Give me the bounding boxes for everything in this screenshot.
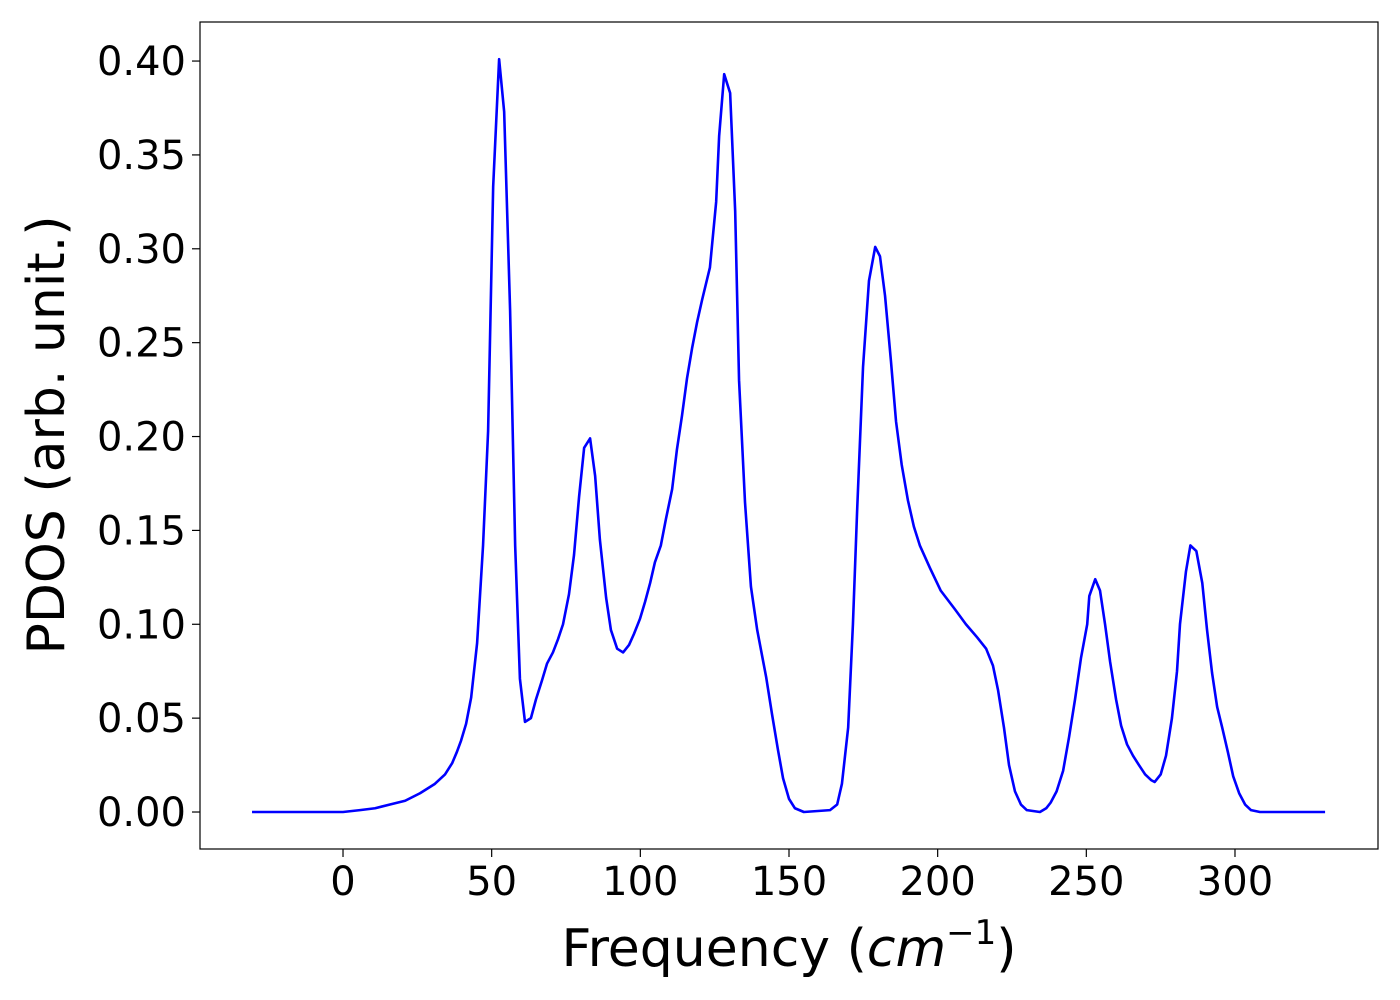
- x-label-close: ): [996, 919, 1016, 979]
- y-axis-label: PDOS (arb. unit.): [17, 215, 77, 654]
- y-tick-label: 0.20: [97, 415, 186, 461]
- y-tick-label: 0.30: [97, 227, 186, 273]
- x-tick-label: 0: [330, 859, 355, 905]
- x-tick-label: 300: [1197, 859, 1273, 905]
- x-tick-label: 50: [466, 859, 517, 905]
- x-label-text: Frequency (: [561, 919, 866, 979]
- x-label-unit: cm: [867, 919, 946, 979]
- data-line: [252, 57, 1326, 814]
- y-tick-label: 0.40: [97, 39, 186, 85]
- y-tick-label: 0.15: [97, 508, 186, 554]
- x-label-exponent: −1: [946, 913, 996, 953]
- y-tick-label: 0.10: [97, 602, 186, 648]
- x-tick-label: 200: [899, 859, 975, 905]
- x-axis-label: Frequency (cm−1): [561, 913, 1016, 979]
- y-tick-label: 0.25: [97, 321, 186, 367]
- y-tick-label: 0.05: [97, 696, 186, 742]
- x-tick-label: 250: [1048, 859, 1124, 905]
- x-tick-label: 150: [751, 859, 827, 905]
- x-tick-label: 100: [602, 859, 678, 905]
- y-tick-label: 0.35: [97, 133, 186, 179]
- plot-frame: [199, 21, 1379, 850]
- y-tick-label: 0.00: [97, 790, 186, 836]
